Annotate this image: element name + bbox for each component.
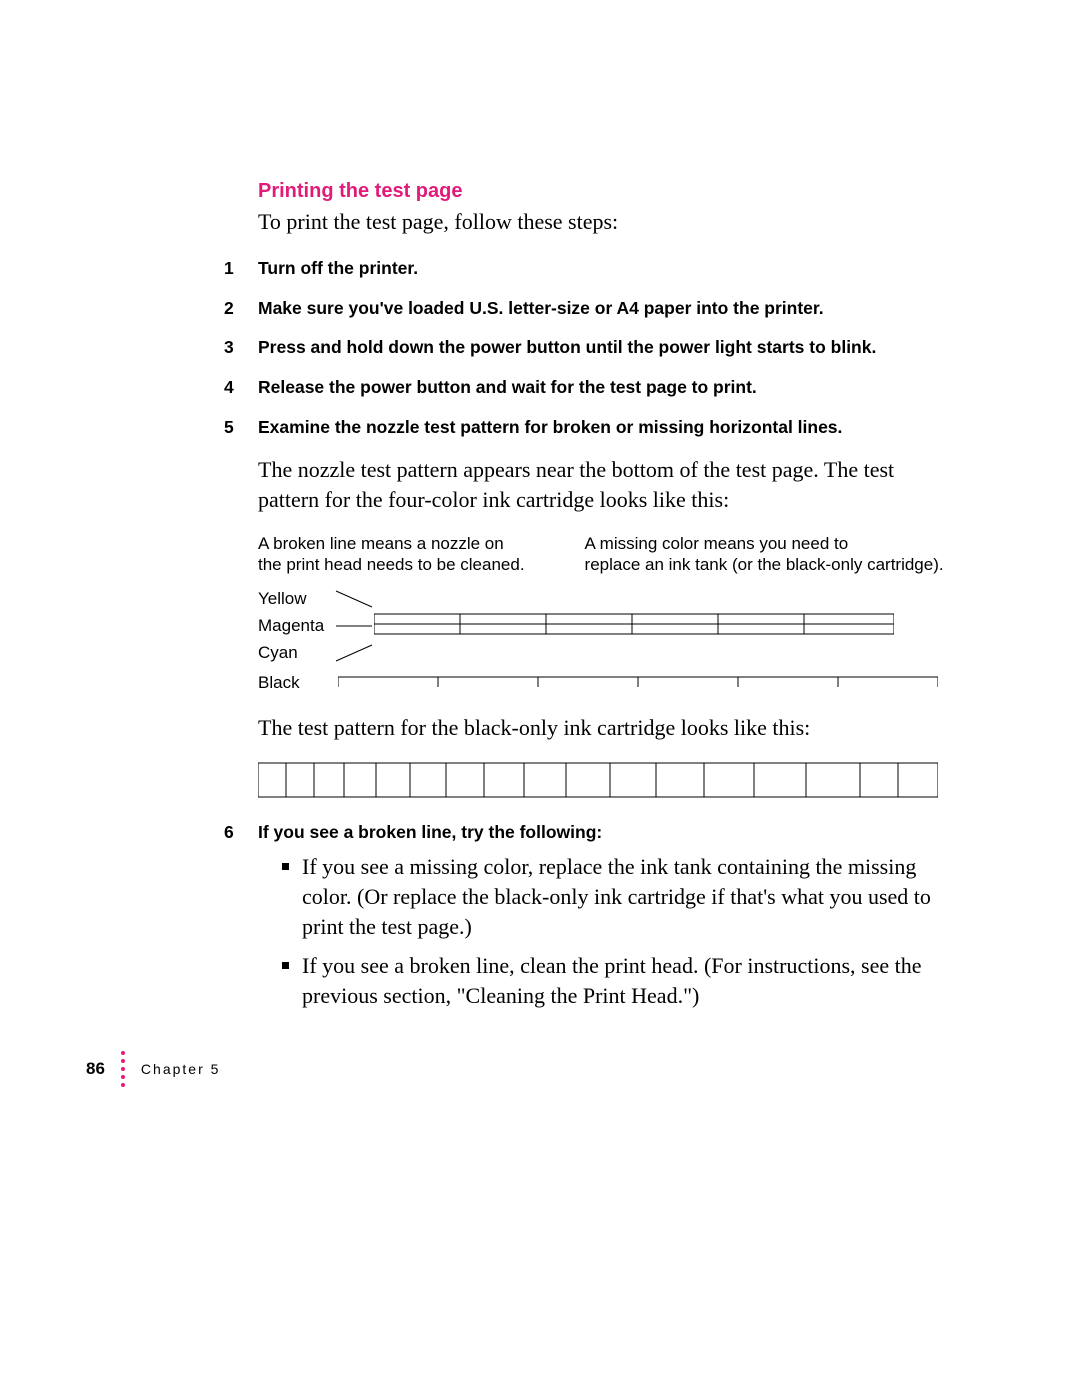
step-number: 2 [224,297,234,321]
pattern-row-black: Black [258,673,958,693]
footer-dots-icon [121,1051,125,1087]
steps-list: 1 Turn off the printer. 2 Make sure you'… [258,257,958,439]
step-text: Press and hold down the power button unt… [258,337,876,357]
step-text: Make sure you've loaded U.S. letter-size… [258,298,824,318]
pattern-row-magenta: Magenta [258,611,958,641]
step-5: 5 Examine the nozzle test pattern for br… [258,416,958,440]
page-root: Printing the test page To print the test… [0,0,1080,1397]
connector-cyan-icon [334,643,374,663]
nozzle-black-line-icon [338,675,938,691]
para-after-step5: The nozzle test pattern appears near the… [258,455,958,514]
page-footer: 86 Chapter 5 [86,1051,220,1087]
black-only-pattern [258,761,958,801]
label-yellow: Yellow [258,589,334,609]
caption-right: A missing color means you need to replac… [585,533,944,576]
diagram-captions: A broken line means a nozzle on the prin… [258,533,958,576]
page-number: 86 [86,1059,105,1079]
black-only-comb-icon [258,761,938,801]
para-black-only: The test pattern for the black-only ink … [258,713,958,743]
step-text: Release the power button and wait for th… [258,377,757,397]
step-number: 1 [224,257,234,281]
step-3: 3 Press and hold down the power button u… [258,336,958,360]
section-title: Printing the test page [258,180,958,203]
bullet-broken-line: If you see a broken line, clean the prin… [282,951,958,1010]
chapter-label: Chapter 5 [141,1061,220,1077]
content-column: Printing the test page To print the test… [258,180,958,1011]
step-number: 4 [224,376,234,400]
label-black: Black [258,673,334,693]
step-2: 2 Make sure you've loaded U.S. letter-si… [258,297,958,321]
intro-text: To print the test page, follow these ste… [258,209,958,235]
connector-magenta-icon [334,620,374,632]
bullet-missing-color: If you see a missing color, replace the … [282,852,958,941]
step-text: Examine the nozzle test pattern for brok… [258,417,842,437]
caption-left: A broken line means a nozzle on the prin… [258,533,525,576]
pattern-row-yellow: Yellow [258,589,958,609]
step6-bullets: If you see a missing color, replace the … [282,852,958,1010]
step-1: 1 Turn off the printer. [258,257,958,281]
step-number: 5 [224,416,234,440]
pattern-row-cyan: Cyan [258,643,958,663]
connector-yellow-icon [334,589,374,609]
step-number: 3 [224,336,234,360]
four-color-pattern: Yellow Magenta [258,589,958,693]
label-cyan: Cyan [258,643,334,663]
step-number: 6 [224,821,234,845]
step-6: 6 If you see a broken line, try the foll… [258,821,958,1011]
nozzle-lines-icon [374,611,894,641]
steps-list-continued: 6 If you see a broken line, try the foll… [258,821,958,1011]
label-magenta: Magenta [258,616,334,636]
step-text: Turn off the printer. [258,258,418,278]
step-4: 4 Release the power button and wait for … [258,376,958,400]
step-text: If you see a broken line, try the follow… [258,822,602,842]
